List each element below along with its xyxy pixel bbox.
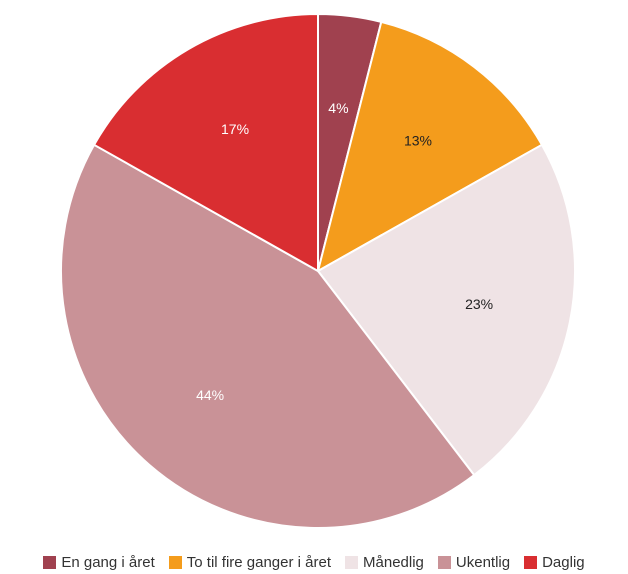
- pie-slice-label-3: 44%: [196, 387, 224, 403]
- pie-slice-label-0: 4%: [328, 100, 348, 116]
- pie-slice-labels: 4% 13% 23% 44% 17%: [196, 100, 493, 403]
- legend-swatch: [168, 555, 182, 569]
- legend-item-en-gang-i-aret[interactable]: En gang i året: [43, 553, 155, 571]
- legend-swatch: [345, 555, 359, 569]
- pie-slice-2[interactable]: [317, 143, 577, 477]
- pie-slice-label-2: 23%: [465, 296, 493, 312]
- pie-chart: 4% 13% 23% 44% 17%: [59, 13, 577, 529]
- pie-slice-1[interactable]: [317, 20, 543, 272]
- legend-item-ukentlig[interactable]: Ukentlig: [437, 553, 511, 571]
- legend-label: To til fire ganger i året: [186, 553, 332, 571]
- pie-slice-3[interactable]: [59, 143, 476, 529]
- legend-label: En gang i året: [61, 553, 155, 571]
- pie-slice-label-1: 13%: [404, 132, 432, 148]
- legend-item-manedlig[interactable]: Månedlig: [345, 554, 424, 571]
- pie-slice-label-4: 17%: [221, 121, 249, 137]
- legend-item-daglig[interactable]: Daglig: [524, 554, 585, 571]
- pie-slice-4[interactable]: [93, 13, 319, 272]
- legend: En gang i året To til fire ganger i året…: [0, 550, 628, 574]
- legend-label: Daglig: [542, 553, 585, 571]
- legend-swatch: [437, 555, 451, 569]
- legend-label: Ukentlig: [455, 553, 511, 571]
- legend-item-to-til-fire-ganger-i-aret[interactable]: To til fire ganger i året: [168, 553, 332, 571]
- pie-slices: [59, 13, 577, 529]
- legend-swatch: [524, 555, 538, 569]
- legend-label: Månedlig: [363, 553, 424, 571]
- legend-swatch: [43, 555, 57, 569]
